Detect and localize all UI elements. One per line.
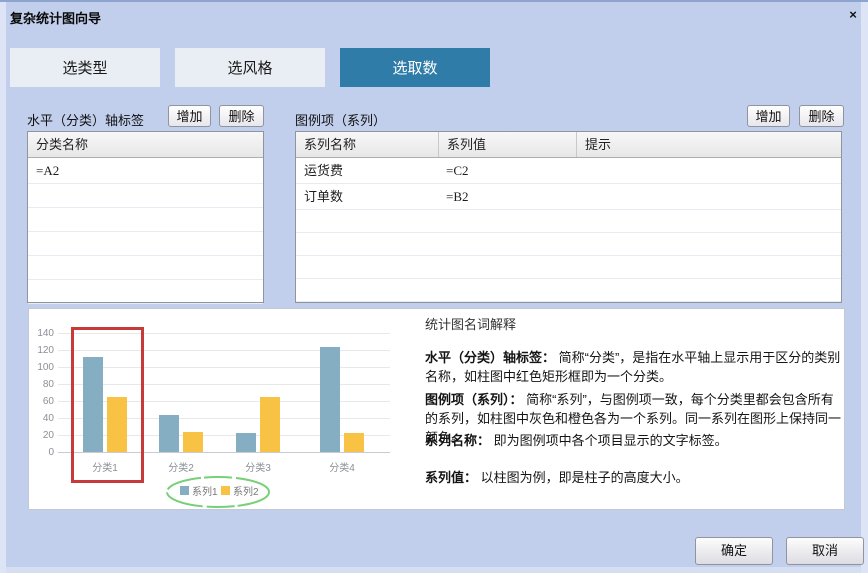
dialog-bottom-edge: [6, 567, 861, 573]
series-empty-row: [296, 210, 841, 233]
category-empty-row: [28, 256, 263, 280]
glossary-term: 系列名称：: [425, 433, 491, 448]
series-table-body: 运货费 =C2 订单数 =B2: [296, 158, 841, 302]
dialog-right-edge: [861, 2, 868, 573]
category-empty-row: [28, 280, 263, 304]
dialog-top-edge: [0, 0, 868, 2]
preview-panel: [28, 308, 845, 510]
tab-bar: 选类型 选风格 选取数: [10, 48, 490, 87]
glossary-desc: 简称“分类”，是指在水平轴上显示用于区分的类别名称，如柱图中红色矩形框即为一个分…: [425, 350, 841, 384]
category-empty-row: [28, 208, 263, 232]
glossary-desc: 即为图例项中各个项目显示的文字标签。: [490, 433, 728, 448]
glossary-entry: 图例项（系列）： 简称“系列”，与图例项一致，每个分类里都会包含所有的系列，如柱…: [425, 390, 843, 447]
close-icon[interactable]: ×: [849, 7, 857, 22]
series-name-cell: 订单数: [304, 189, 344, 204]
category-panel-label: 水平（分类）轴标签: [27, 113, 145, 128]
series-empty-row: [296, 256, 841, 279]
series-row[interactable]: 运货费 =C2: [296, 158, 841, 184]
category-add-button[interactable]: 增加: [168, 105, 211, 127]
glossary-term: 系列值：: [425, 470, 478, 485]
ok-button[interactable]: 确定: [695, 537, 773, 565]
glossary-title: 统计图名词解释: [425, 317, 517, 332]
series-name-cell: 运货费: [304, 163, 344, 178]
glossary-entry: 系列值： 以柱图为例，即是柱子的高度大小。: [425, 468, 843, 487]
tab-选取数[interactable]: 选取数: [340, 48, 490, 87]
series-value-cell: =B2: [446, 189, 469, 204]
glossary-entry: 系列名称： 即为图例项中各个项目显示的文字标签。: [425, 431, 843, 450]
glossary-desc: 简称“系列”，与图例项一致，每个分类里都会包含所有的系列，如柱图中灰色和橙色各为…: [425, 392, 842, 445]
series-add-button[interactable]: 增加: [747, 105, 790, 127]
series-panel-label: 图例项（系列）: [295, 113, 387, 128]
series-table: 系列名称 系列值 提示 运货费 =C2 订单数 =B2: [295, 131, 842, 303]
series-empty-row: [296, 279, 841, 302]
tab-选类型[interactable]: 选类型: [10, 48, 160, 87]
category-name-cell: =A2: [36, 163, 60, 178]
glossary-term: 水平（分类）轴标签：: [425, 350, 556, 365]
category-delete-button[interactable]: 删除: [219, 105, 264, 127]
glossary-term: 图例项（系列）：: [425, 392, 523, 407]
series-value-cell: =C2: [446, 163, 469, 178]
series-tip-cell: [576, 158, 841, 183]
category-empty-row: [28, 232, 263, 256]
cancel-button[interactable]: 取消: [786, 537, 864, 565]
tab-选风格[interactable]: 选风格: [175, 48, 325, 87]
dialog-left-edge: [0, 2, 6, 573]
glossary-desc: 以柱图为例，即是柱子的高度大小。: [477, 470, 689, 485]
glossary: 统计图名词解释 水平（分类）轴标签： 简称“分类”，是指在水平轴上显示用于区分的…: [425, 314, 843, 504]
category-column-header: 分类名称: [36, 137, 89, 152]
series-table-header: 系列名称 系列值 提示: [296, 132, 841, 158]
series-column-header: 系列值: [438, 132, 576, 157]
category-table-header: 分类名称: [28, 132, 263, 158]
dialog-title: 复杂统计图向导: [10, 11, 102, 26]
series-empty-row: [296, 233, 841, 256]
category-row[interactable]: =A2: [28, 158, 263, 184]
series-delete-button[interactable]: 删除: [799, 105, 844, 127]
category-empty-row: [28, 184, 263, 208]
series-row[interactable]: 订单数 =B2: [296, 184, 841, 210]
series-column-header: 系列名称: [304, 137, 357, 152]
series-tip-cell: [576, 184, 841, 209]
category-table: 分类名称 =A2: [27, 131, 264, 304]
category-table-body: =A2: [28, 158, 263, 304]
series-column-header: 提示: [576, 132, 841, 157]
glossary-entry: 水平（分类）轴标签： 简称“分类”，是指在水平轴上显示用于区分的类别名称，如柱图…: [425, 348, 843, 386]
